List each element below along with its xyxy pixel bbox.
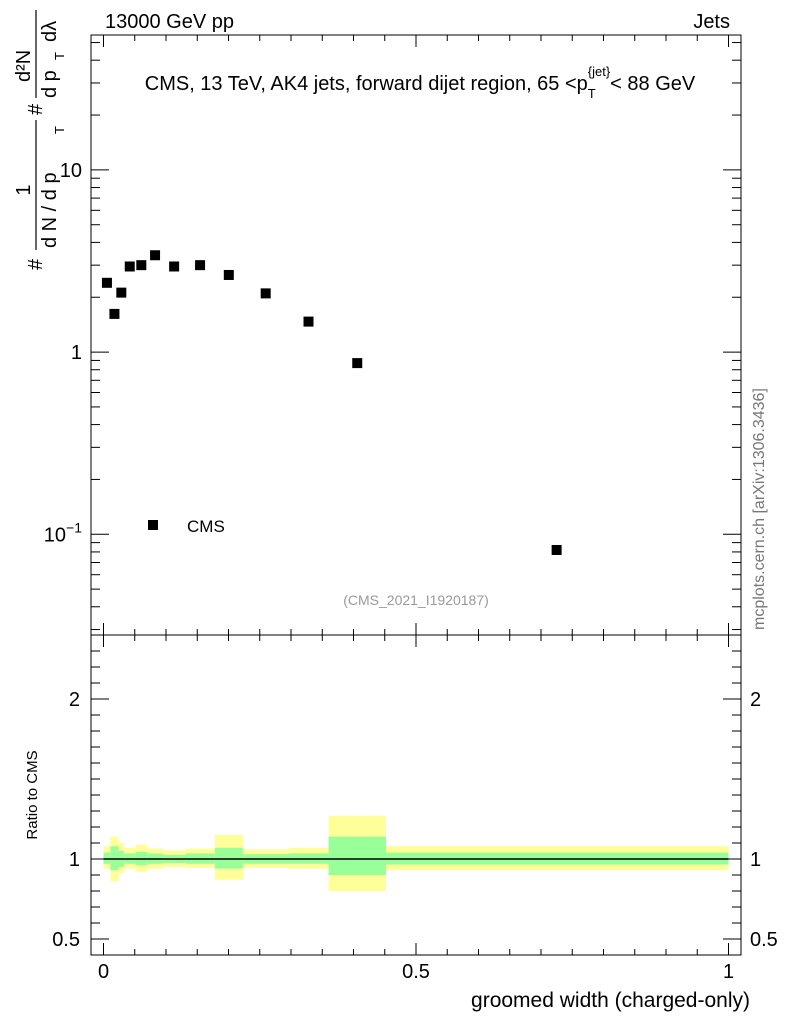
- ratio-y-tick-label-right: 1: [750, 849, 761, 871]
- ylabel-one: 1: [13, 184, 35, 195]
- y-tick-label-exponent: −1: [66, 519, 82, 535]
- ylabel-hash1: #: [25, 258, 47, 270]
- data-point: [136, 260, 147, 271]
- ratio-y-tick-label: 1: [69, 849, 80, 871]
- data-point: [169, 261, 180, 272]
- ratio-axis-ticks: [91, 635, 741, 955]
- data-point: [352, 358, 363, 369]
- x-tick-label: 0: [98, 961, 109, 983]
- data-point: [551, 544, 562, 555]
- x-tick-labels: 0 0.5 1: [98, 961, 734, 983]
- data-point: [223, 269, 234, 280]
- ratio-panel-frame: [90, 634, 742, 956]
- ylabel-lambda: dλ: [39, 21, 61, 42]
- ylabel-denom2-sub: T: [52, 52, 67, 60]
- data-point: [101, 277, 112, 288]
- ratio-y-tick-label: 2: [69, 689, 80, 711]
- ylabel-denom2: d p: [39, 70, 61, 98]
- data-point: [124, 261, 135, 272]
- data-points: [101, 250, 562, 555]
- band-inner: [103, 852, 111, 864]
- data-point: [260, 288, 271, 299]
- band-inner: [328, 836, 386, 875]
- data-point: [109, 308, 120, 319]
- legend-label: CMS: [187, 517, 225, 536]
- band-inner: [110, 846, 119, 871]
- ylabel-denominator: d N / d p: [39, 172, 61, 248]
- main-y-label: # 1 d N / d p T # d²N d p T dλ: [13, 10, 67, 270]
- header-right: Jets: [693, 11, 730, 33]
- title-sup: {jet}: [588, 64, 611, 79]
- ylabel-numerator: d²N: [13, 50, 35, 82]
- data-point: [116, 287, 127, 298]
- ratio-y-tick-labels: 0.5 0.5 1 1 2 2: [52, 689, 778, 951]
- y-tick-label: 1: [71, 342, 82, 364]
- ratio-y-label: Ratio to CMS: [24, 750, 41, 839]
- uncertainty-bands: [103, 815, 729, 891]
- ratio-y-tick-label-right: 0.5: [750, 929, 778, 951]
- main-axis-ticks: [91, 35, 741, 635]
- chart-title: CMS, 13 TeV, AK4 jets, forward dijet reg…: [145, 64, 696, 101]
- y-tick-label-base: 10: [44, 524, 66, 546]
- ratio-y-tick-label: 0.5: [52, 929, 80, 951]
- x-axis-label: groomed width (charged-only): [471, 989, 750, 1012]
- analysis-id: (CMS_2021_I1920187): [343, 592, 489, 608]
- y-tick-label: 10−1: [44, 519, 82, 546]
- x-tick-label: 1: [723, 961, 734, 983]
- data-point: [303, 316, 314, 327]
- main-panel-frame: [90, 34, 742, 636]
- x-tick-label: 0.5: [402, 961, 430, 983]
- chart-title-part2: < 88 GeV: [610, 73, 696, 95]
- ylabel-hash2: #: [25, 103, 47, 115]
- data-point: [195, 260, 206, 271]
- title-sub: T: [588, 86, 596, 101]
- data-point: [150, 250, 161, 261]
- header-left: 13000 GeV pp: [105, 11, 234, 33]
- chart-title-part1: CMS, 13 TeV, AK4 jets, forward dijet reg…: [145, 73, 588, 95]
- watermark: mcplots.cern.ch [arXiv:1306.3436]: [751, 388, 768, 630]
- band-inner: [214, 847, 243, 869]
- legend-marker: [148, 520, 158, 530]
- y-tick-label: 10: [60, 160, 82, 182]
- ratio-y-tick-label-right: 2: [750, 689, 761, 711]
- ylabel-denominator-sub: T: [52, 126, 67, 134]
